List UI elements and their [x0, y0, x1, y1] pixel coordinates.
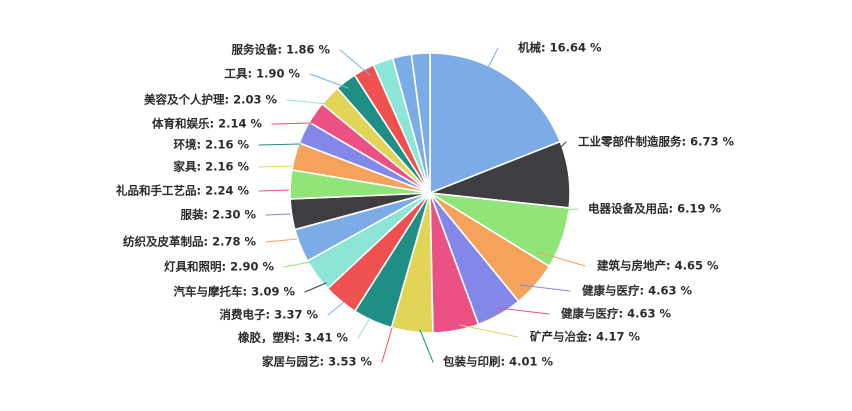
slice-label: 机械: 16.64 %	[518, 41, 602, 55]
pie-slice[interactable]	[410, 52, 431, 194]
slice-label: 工具: 1.90 %	[224, 67, 300, 81]
leader-line	[519, 284, 571, 292]
pie-slice[interactable]	[429, 52, 562, 194]
slice-label: 健康与医疗: 4.63 %	[561, 307, 671, 321]
slice-label: 消费电子: 3.37 %	[219, 308, 318, 322]
leader-line	[357, 317, 371, 339]
leader-line	[309, 73, 349, 89]
leader-line	[537, 251, 586, 267]
slice-label: 建筑与房地产: 4.65 %	[597, 259, 719, 273]
leader-line	[265, 238, 298, 243]
slice-label: 服装: 2.30 %	[180, 208, 256, 222]
slice-label: 服务设备: 1.86 %	[231, 43, 330, 57]
slice-label: 灯具和照明: 2.90 %	[164, 260, 274, 274]
leader-line	[283, 261, 311, 268]
leader-line	[474, 47, 499, 94]
leader-line	[327, 301, 345, 316]
slice-label: 家具: 2.16 %	[173, 160, 249, 174]
slice-label: 体育和娱乐: 2.14 %	[152, 117, 262, 131]
slice-label: 矿产与冶金: 4.17 %	[530, 330, 640, 344]
leader-line	[286, 99, 329, 105]
leader-line	[258, 143, 301, 146]
slice-label: 家居与园艺: 3.53 %	[262, 355, 372, 369]
leader-line	[271, 122, 313, 125]
leader-line	[559, 208, 579, 211]
leader-line	[552, 141, 567, 156]
slice-label: 包装与印刷: 4.01 %	[442, 355, 553, 369]
leader-lines-group	[258, 47, 586, 363]
leader-line	[258, 189, 290, 192]
slice-label: 汽车与摩托车: 3.09 %	[173, 285, 295, 299]
slice-label: 美容及个人护理: 2.03 %	[144, 93, 277, 107]
leader-line	[258, 165, 293, 168]
slice-label: 纺织及皮革制品: 2.78 %	[123, 235, 256, 249]
leader-line	[339, 49, 371, 76]
leader-line	[459, 324, 519, 338]
leader-line	[304, 282, 327, 293]
pie-slices-group	[289, 52, 571, 334]
slice-label: 健康与医疗: 4.63 %	[582, 284, 692, 298]
slice-labels-group: 机械: 16.64 % 工业零部件制造服务: 6.73 % 电器设备及用品: 6.1…	[116, 41, 734, 369]
slice-label: 环境: 2.16 %	[173, 138, 249, 152]
slice-label: 橡胶，塑料: 3.41 %	[238, 331, 348, 345]
slice-label: 礼品和手工艺品: 2.24 %	[116, 184, 249, 198]
leader-line	[265, 213, 291, 216]
leader-line	[497, 307, 550, 315]
leader-line	[381, 327, 393, 363]
slice-label: 电器设备及用品: 6.19 %	[588, 202, 721, 216]
slice-label: 工业零部件制造服务: 6.73 %	[578, 135, 734, 149]
leader-line	[419, 329, 434, 363]
